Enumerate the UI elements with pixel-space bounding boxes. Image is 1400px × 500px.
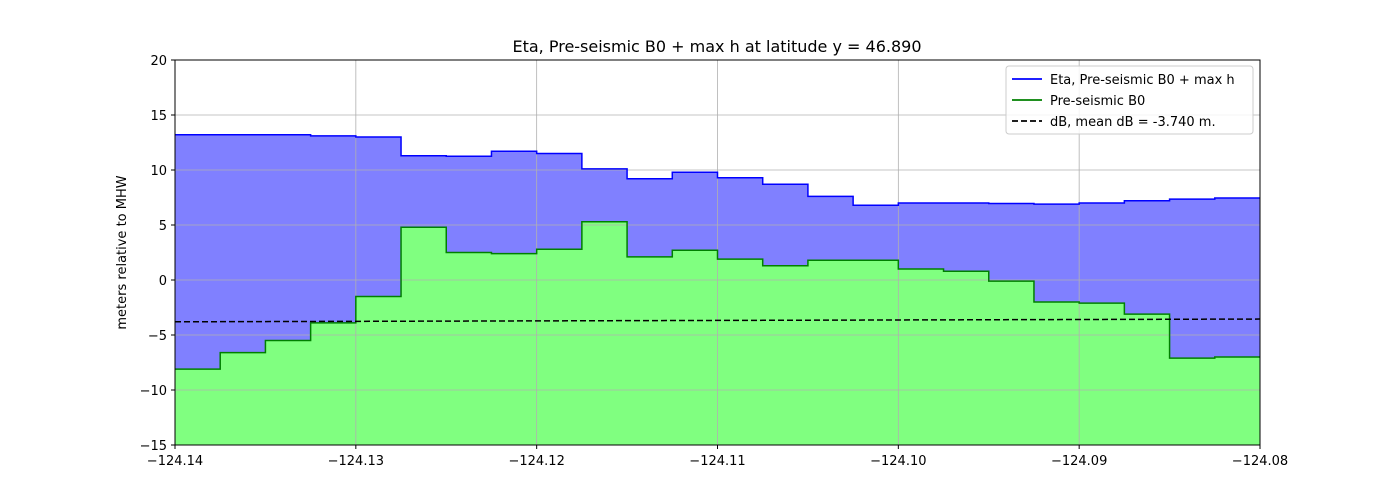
y-tick-label: 0 bbox=[159, 274, 167, 289]
x-tick-label: −124.13 bbox=[328, 454, 384, 469]
x-tick-label: −124.12 bbox=[508, 454, 564, 469]
series-db-mean-line bbox=[174, 318, 1261, 323]
legend-item-eta: Eta, Pre-seismic B0 + max h bbox=[1012, 73, 1235, 88]
x-axis: −124.14 −124.13 −124.12 −124.11 −124.10 −124.… bbox=[147, 445, 1288, 469]
y-tick-label: −5 bbox=[148, 329, 167, 344]
y-tick-label: 20 bbox=[150, 54, 167, 69]
series-lines bbox=[174, 134, 1261, 370]
legend: Eta, Pre-seismic B0 + max h Pre-seismic B… bbox=[1005, 65, 1254, 135]
legend-box bbox=[1005, 65, 1254, 135]
series-pre-seismic-b0-line bbox=[175, 220, 1260, 370]
y-axis: −15 −10 −5 0 5 10 15 20 bbox=[140, 54, 175, 454]
y-axis-label: meters relative to MHW bbox=[115, 175, 130, 329]
y-tick-label: 10 bbox=[150, 164, 167, 179]
y-tick-label: 5 bbox=[159, 219, 167, 234]
legend-item-pre-seismic-b0: Pre-seismic B0 bbox=[1012, 94, 1145, 109]
y-tick-label: 15 bbox=[150, 109, 167, 124]
legend-item-db: dB, mean dB = -3.740 m. bbox=[1012, 115, 1216, 130]
x-tick-label: −124.14 bbox=[147, 454, 203, 469]
y-tick-label: −15 bbox=[140, 439, 167, 454]
legend-label: dB, mean dB = -3.740 m. bbox=[1050, 115, 1216, 130]
chart-title: Eta, Pre-seismic B0 + max h at latitude … bbox=[512, 37, 921, 56]
series-eta-line bbox=[175, 134, 1260, 206]
y-tick-label: −10 bbox=[140, 384, 167, 399]
legend-label: Eta, Pre-seismic B0 + max h bbox=[1050, 73, 1235, 88]
x-tick-label: −124.10 bbox=[870, 454, 926, 469]
x-tick-label: −124.09 bbox=[1051, 454, 1107, 469]
x-tick-label: −124.11 bbox=[689, 454, 745, 469]
x-tick-label: −124.08 bbox=[1232, 454, 1288, 469]
legend-label: Pre-seismic B0 bbox=[1050, 94, 1145, 109]
